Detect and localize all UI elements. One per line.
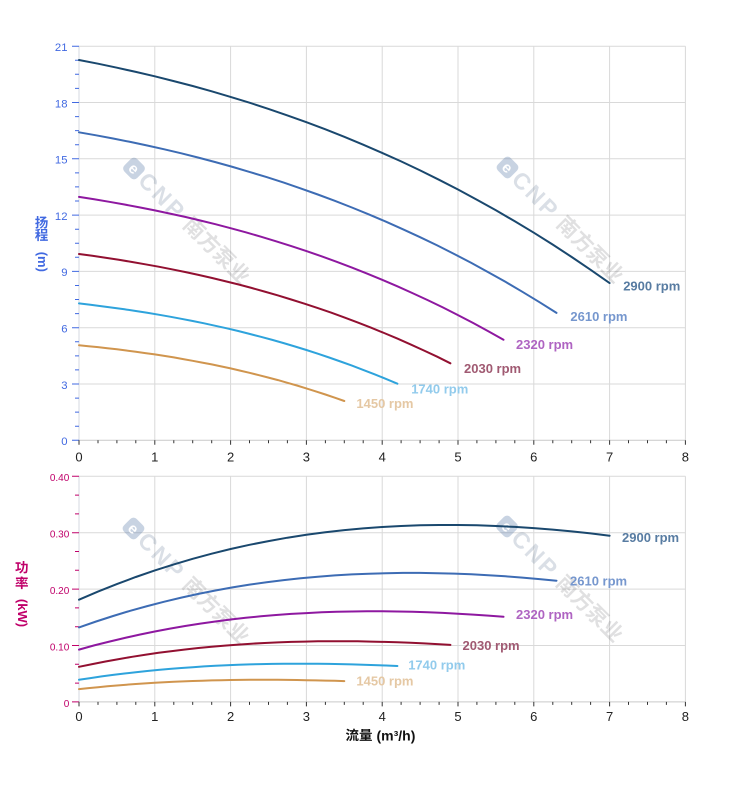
svg-text:2030 rpm: 2030 rpm bbox=[464, 361, 521, 376]
svg-text:4: 4 bbox=[379, 709, 386, 724]
svg-text:0.40: 0.40 bbox=[50, 473, 70, 484]
svg-text:3: 3 bbox=[61, 380, 67, 392]
svg-text:1: 1 bbox=[151, 449, 158, 464]
svg-text:0.10: 0.10 bbox=[50, 642, 70, 653]
svg-text:1450 rpm: 1450 rpm bbox=[356, 396, 413, 411]
svg-text:1740 rpm: 1740 rpm bbox=[411, 381, 468, 396]
svg-text:0: 0 bbox=[61, 436, 67, 448]
svg-text:2900 rpm: 2900 rpm bbox=[622, 530, 679, 545]
svg-text:15: 15 bbox=[55, 155, 68, 167]
svg-text:6: 6 bbox=[530, 449, 537, 464]
svg-text:(m³/h): (m³/h) bbox=[377, 728, 416, 744]
svg-text:0: 0 bbox=[64, 699, 70, 710]
svg-text:2: 2 bbox=[227, 709, 234, 724]
svg-text:3: 3 bbox=[303, 709, 310, 724]
svg-text:6: 6 bbox=[61, 324, 67, 336]
svg-text:8: 8 bbox=[682, 449, 689, 464]
svg-text:6: 6 bbox=[530, 709, 537, 724]
svg-text:5: 5 bbox=[454, 449, 461, 464]
svg-text:0: 0 bbox=[75, 709, 82, 724]
svg-text:1740 rpm: 1740 rpm bbox=[408, 658, 465, 673]
svg-text:2: 2 bbox=[227, 449, 234, 464]
svg-text:2320 rpm: 2320 rpm bbox=[516, 607, 573, 622]
svg-text:7: 7 bbox=[606, 709, 613, 724]
svg-text:2610 rpm: 2610 rpm bbox=[570, 574, 627, 589]
svg-text:2900 rpm: 2900 rpm bbox=[623, 278, 680, 293]
svg-text:3: 3 bbox=[303, 449, 310, 464]
svg-text:(kW): (kW) bbox=[15, 599, 30, 627]
svg-text:0.20: 0.20 bbox=[50, 586, 70, 597]
svg-text:12: 12 bbox=[55, 211, 68, 223]
svg-text:18: 18 bbox=[55, 98, 68, 110]
svg-text:4: 4 bbox=[379, 449, 386, 464]
svg-text:5: 5 bbox=[454, 709, 461, 724]
svg-text:2320 rpm: 2320 rpm bbox=[516, 337, 573, 352]
svg-text:2610 rpm: 2610 rpm bbox=[570, 309, 627, 324]
svg-text:7: 7 bbox=[606, 449, 613, 464]
svg-text:2030 rpm: 2030 rpm bbox=[463, 638, 520, 653]
svg-text:(m): (m) bbox=[35, 252, 50, 272]
svg-text:1: 1 bbox=[151, 709, 158, 724]
svg-text:1450 rpm: 1450 rpm bbox=[356, 674, 413, 689]
svg-text:9: 9 bbox=[61, 267, 67, 279]
svg-text:8: 8 bbox=[682, 709, 689, 724]
svg-text:21: 21 bbox=[55, 42, 68, 54]
svg-text:0.30: 0.30 bbox=[50, 530, 70, 541]
svg-text:0: 0 bbox=[75, 449, 82, 464]
